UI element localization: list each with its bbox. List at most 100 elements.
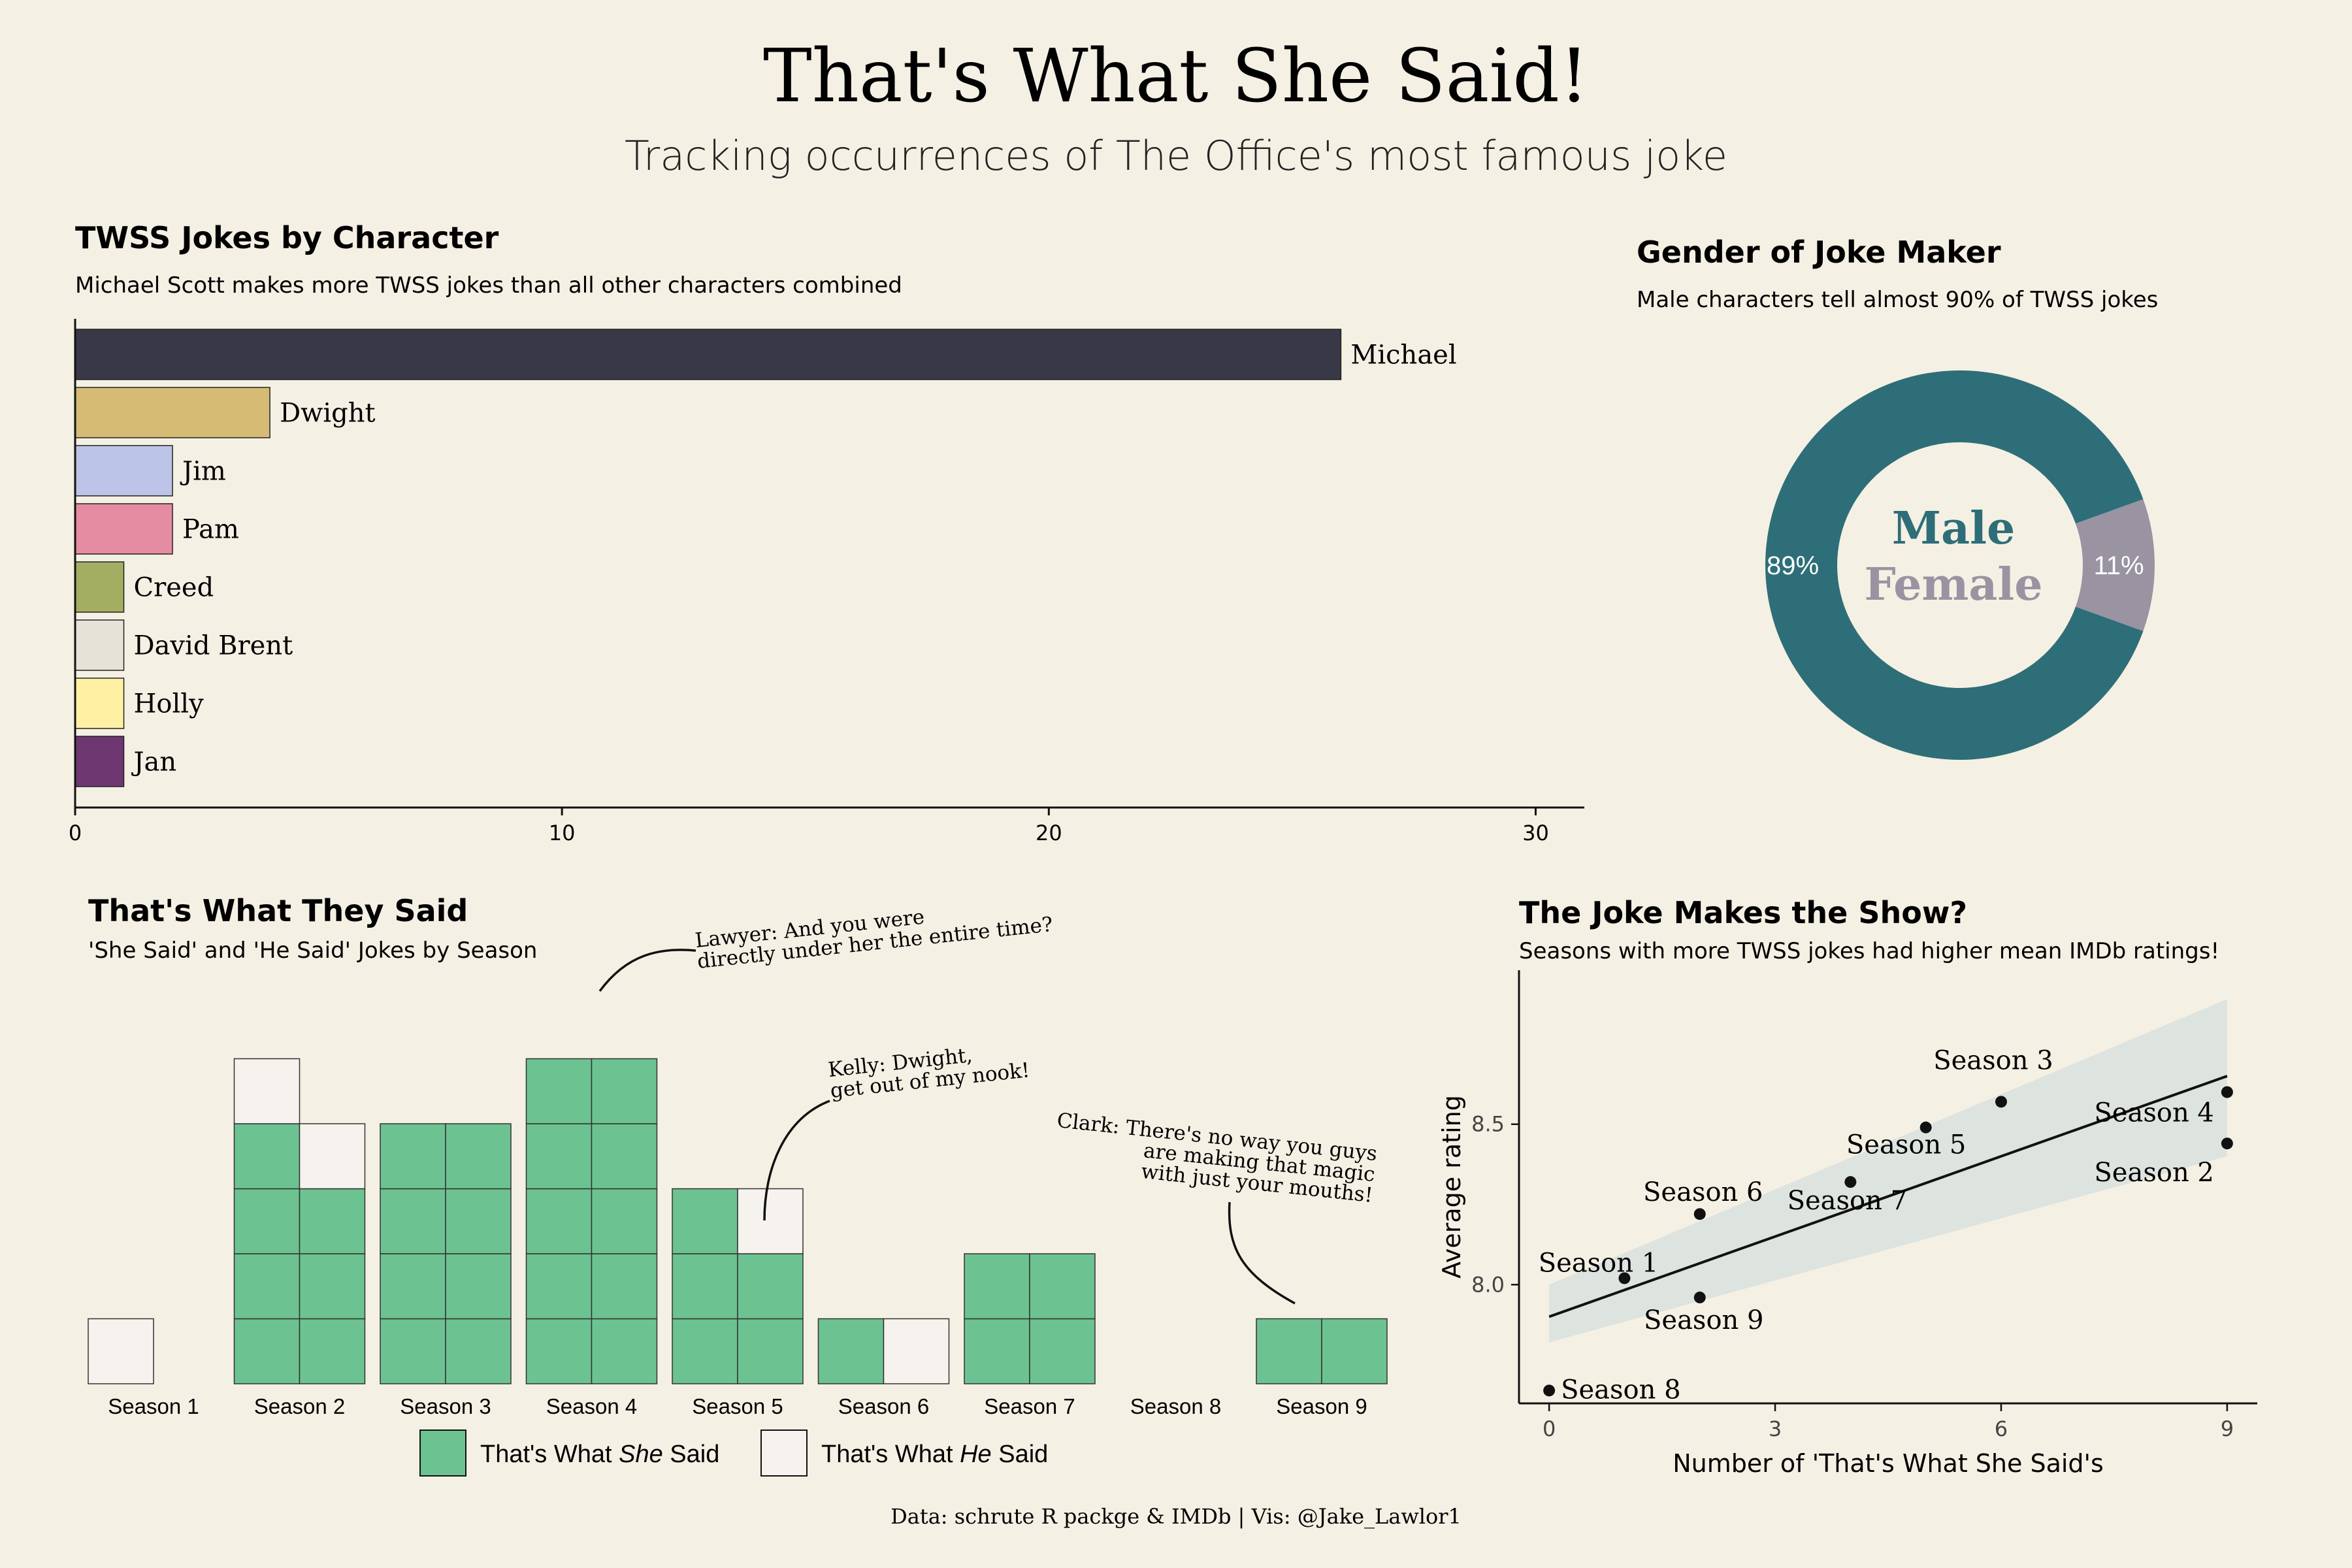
quote-clark-connector [1228, 1201, 1296, 1305]
tile-season-3-she-said-2 [380, 1253, 446, 1320]
tile-season-4-she-said-2 [525, 1253, 593, 1320]
point-label-season-8: Season 8 [1561, 1375, 1680, 1405]
point-label-season-5: Season 5 [1846, 1130, 1966, 1160]
season-label-season-3: Season 3 [400, 1394, 491, 1418]
tile-season-5-she-said-2 [672, 1253, 738, 1320]
rating-panel-subtitle: Seasons with more TWSS jokes had higher … [1519, 938, 2219, 964]
season-panel-title: That's What They Said [88, 893, 468, 928]
point-season-9 [1693, 1291, 1706, 1303]
point-season-5 [1919, 1121, 1932, 1134]
point-label-season-2: Season 2 [2094, 1158, 2213, 1188]
trend-line [1548, 1075, 2228, 1318]
point-label-season-7: Season 7 [1788, 1186, 1907, 1216]
tile-season-2-he-said-7 [299, 1123, 366, 1190]
point-label-season-3: Season 3 [1933, 1045, 2053, 1075]
tile-season-7-she-said-0 [964, 1318, 1030, 1384]
legend-swatch-she-said [419, 1429, 466, 1477]
tile-season-7-she-said-2 [964, 1253, 1030, 1320]
season-label-season-6: Season 6 [838, 1394, 929, 1418]
x-tick-label-10: 10 [549, 821, 576, 845]
bar-david-brent [74, 619, 125, 671]
bar-label-jan: Jan [131, 747, 177, 777]
donut-slice-female [2075, 499, 2155, 631]
point-label-season-6: Season 6 [1643, 1177, 1763, 1207]
rating-x-axis-title: Number of 'That's What She Said's [1673, 1449, 2104, 1478]
season-label-season-8: Season 8 [1130, 1394, 1221, 1418]
season-label-season-1: Season 1 [108, 1394, 199, 1418]
season-label-season-5: Season 5 [692, 1394, 783, 1418]
bar-label-pam: Pam [182, 515, 239, 545]
bar-label-jim: Jim [180, 457, 226, 487]
tile-season-4-she-said-6 [525, 1123, 593, 1190]
tile-season-3-she-said-0 [380, 1318, 446, 1384]
bar-label-david-brent: David Brent [134, 631, 293, 661]
gender-panel-title: Gender of Joke Maker [1637, 235, 2001, 270]
character-panel-subtitle: Michael Scott makes more TWSS jokes than… [75, 272, 902, 299]
donut-value-label-female: 11% [2093, 551, 2144, 580]
tile-season-2-she-said-1 [299, 1318, 366, 1384]
bar-michael [74, 329, 1342, 380]
donut-value-label-male: 89% [1767, 551, 1819, 580]
tile-season-7-she-said-1 [1029, 1318, 1096, 1384]
point-season-1 [1618, 1272, 1631, 1284]
rating-x-tick-label-9: 9 [2221, 1416, 2234, 1441]
bar-jan [74, 736, 125, 787]
tile-season-5-she-said-0 [672, 1318, 738, 1384]
page-subtitle: Tracking occurrences of The Office's mos… [625, 132, 1727, 180]
tile-season-4-she-said-4 [525, 1188, 593, 1254]
bar-label-dwight: Dwight [280, 399, 376, 429]
tile-season-4-she-said-0 [525, 1318, 593, 1384]
tile-season-2-he-said-8 [233, 1058, 301, 1124]
rating-panel: The Joke Makes the Show? Seasons with mo… [1437, 895, 2257, 1478]
rating-y-tick-label-0: 8.0 [1471, 1272, 1505, 1297]
bar-holly [74, 678, 125, 729]
legend-swatch-he-said [760, 1429, 808, 1477]
tile-season-4-she-said-5 [591, 1188, 658, 1254]
season-tile-chart: Season 1 Season 2 Season 3 Season 4 Season 5… [88, 1058, 1388, 1418]
tile-season-5-she-said-3 [737, 1253, 804, 1320]
rating-x-tick-label-6: 6 [1995, 1416, 2008, 1441]
tile-season-6-he-said-1 [883, 1318, 950, 1384]
point-season-4 [2221, 1086, 2233, 1098]
bar-pam [74, 503, 173, 555]
quote-kelly-connector [763, 1100, 830, 1221]
point-season-7 [1844, 1176, 1857, 1188]
tile-season-4-she-said-7 [591, 1123, 658, 1190]
season-label-season-9: Season 9 [1276, 1394, 1367, 1418]
tile-season-2-she-said-3 [299, 1253, 366, 1320]
character-panel: TWSS Jokes by Character Michael Scott ma… [69, 220, 1584, 845]
rating-scatter-chart: 0 3 6 9 8.0 8.5 Number of 'That's What She Sai… [1437, 970, 2257, 1478]
tile-season-5-she-said-1 [737, 1318, 804, 1384]
point-season-8 [1543, 1384, 1556, 1397]
tile-season-3-she-said-7 [445, 1123, 512, 1190]
point-season-6 [1693, 1208, 1706, 1220]
quote-lawyer-connector [598, 949, 696, 992]
gender-panel-subtitle: Male characters tell almost 90% of TWSS … [1637, 287, 2158, 313]
tile-season-3-she-said-1 [445, 1318, 512, 1384]
point-label-season-1: Season 1 [1539, 1248, 1658, 1278]
legend-label-she-said: That's What She Said [480, 1441, 719, 1468]
point-label-season-4: Season 4 [2094, 1098, 2213, 1128]
tile-season-6-she-said-0 [817, 1318, 885, 1384]
donut-center-male-label: Male [1892, 502, 2015, 555]
tile-season-3-she-said-3 [445, 1253, 512, 1320]
tile-season-9-she-said-0 [1256, 1318, 1322, 1384]
tile-season-4-she-said-3 [591, 1253, 658, 1320]
x-tick-label-20: 20 [1036, 821, 1062, 845]
tile-season-2-she-said-0 [233, 1318, 301, 1384]
tile-season-2-she-said-4 [233, 1188, 301, 1254]
rating-y-tick-label-1: 8.5 [1471, 1112, 1505, 1137]
character-panel-title: TWSS Jokes by Character [75, 220, 499, 255]
tile-season-4-she-said-9 [591, 1058, 658, 1124]
season-label-season-4: Season 4 [546, 1394, 637, 1418]
season-panel-subtitle: 'She Said' and 'He Said' Jokes by Season [88, 938, 537, 964]
point-season-2 [2221, 1137, 2233, 1150]
point-label-season-9: Season 9 [1644, 1305, 1763, 1335]
legend-label-he-said: That's What He Said [821, 1441, 1048, 1468]
tile-season-5-she-said-4 [672, 1188, 738, 1254]
tile-season-2-she-said-5 [299, 1188, 366, 1254]
season-label-season-7: Season 7 [984, 1394, 1075, 1418]
tile-season-3-she-said-6 [380, 1123, 446, 1190]
tile-season-2-she-said-6 [233, 1123, 301, 1190]
